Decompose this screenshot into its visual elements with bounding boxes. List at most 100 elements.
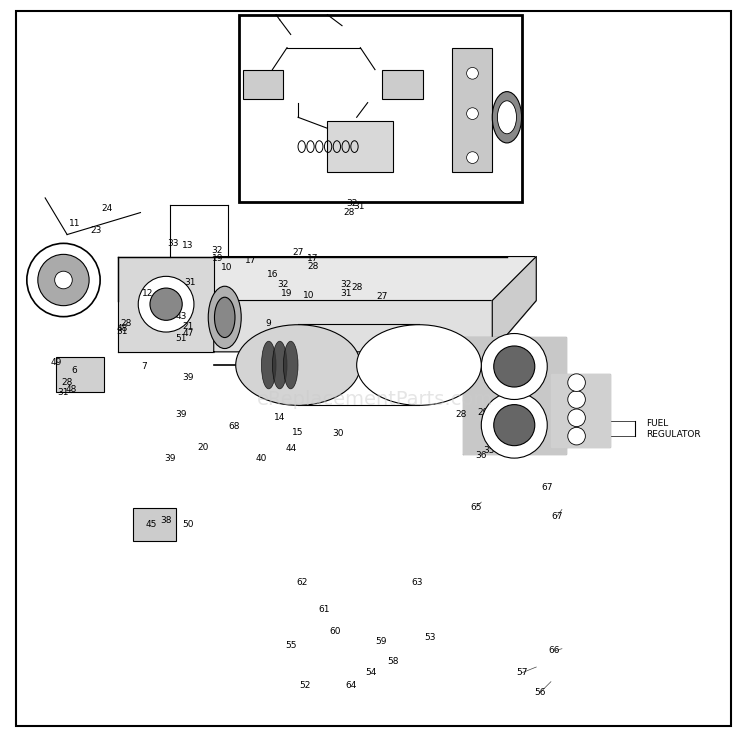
Text: 24: 24 (102, 205, 113, 213)
Text: eReplacementParts.com: eReplacementParts.com (256, 390, 494, 409)
Text: 27: 27 (376, 292, 388, 301)
Text: 25: 25 (410, 368, 421, 377)
Polygon shape (492, 257, 536, 352)
Text: 32: 32 (346, 199, 357, 208)
Circle shape (138, 276, 194, 332)
Text: 48: 48 (65, 386, 76, 394)
Text: 53: 53 (424, 633, 436, 642)
Text: 7: 7 (141, 362, 147, 371)
Bar (327, 121, 393, 172)
Circle shape (466, 67, 478, 79)
Text: 30: 30 (332, 430, 344, 438)
Bar (243, 70, 284, 99)
Circle shape (55, 271, 72, 289)
Text: 40: 40 (256, 454, 267, 463)
Ellipse shape (497, 101, 517, 133)
Text: 29: 29 (478, 408, 489, 417)
Ellipse shape (357, 325, 482, 405)
Text: 47: 47 (182, 329, 194, 338)
Text: 48: 48 (116, 324, 128, 333)
Text: 28: 28 (307, 262, 319, 271)
Polygon shape (214, 301, 536, 352)
Text: 17: 17 (307, 254, 319, 262)
Text: 36: 36 (512, 437, 523, 446)
Text: 16: 16 (267, 270, 278, 279)
Text: 41: 41 (524, 421, 535, 430)
Circle shape (568, 391, 585, 408)
Circle shape (27, 243, 100, 317)
Text: 36: 36 (476, 452, 487, 460)
Text: 15: 15 (292, 428, 304, 437)
Text: 31: 31 (340, 289, 352, 298)
Circle shape (568, 374, 585, 391)
Text: 13: 13 (182, 241, 194, 250)
Text: 57: 57 (516, 668, 527, 677)
Text: 32: 32 (278, 280, 289, 289)
Text: 2: 2 (368, 364, 374, 372)
Text: 41: 41 (505, 439, 516, 448)
Text: 67: 67 (542, 483, 553, 492)
Circle shape (568, 409, 585, 427)
Text: 43: 43 (175, 312, 187, 321)
Text: 49: 49 (50, 358, 62, 367)
Circle shape (482, 334, 548, 399)
Text: 27: 27 (292, 248, 304, 257)
Text: 58: 58 (388, 657, 399, 666)
Text: 62: 62 (296, 578, 307, 587)
Text: 44: 44 (285, 444, 296, 453)
Text: 28: 28 (120, 320, 131, 328)
Circle shape (494, 405, 535, 446)
Bar (133, 508, 176, 541)
Text: 39: 39 (182, 373, 194, 382)
Text: 55: 55 (285, 641, 296, 649)
Text: 19: 19 (281, 289, 292, 298)
Circle shape (466, 152, 478, 163)
Text: 31: 31 (58, 388, 69, 397)
Text: 68: 68 (229, 422, 240, 431)
Text: 14: 14 (274, 413, 286, 422)
Text: 36: 36 (529, 424, 541, 433)
Text: 50: 50 (182, 520, 194, 528)
Polygon shape (551, 374, 610, 447)
Text: 61: 61 (318, 605, 329, 614)
Text: 35: 35 (483, 446, 494, 455)
Circle shape (150, 288, 182, 320)
Bar (239, 15, 521, 202)
Text: 29: 29 (448, 371, 460, 380)
Text: 63: 63 (412, 578, 423, 587)
Text: 31: 31 (116, 327, 128, 336)
Text: 22: 22 (326, 377, 337, 386)
Polygon shape (118, 257, 214, 352)
Text: 45: 45 (146, 520, 157, 528)
Text: 32: 32 (340, 280, 351, 289)
Ellipse shape (262, 342, 276, 388)
Circle shape (494, 346, 535, 387)
Text: 3: 3 (280, 347, 286, 356)
Polygon shape (463, 337, 566, 454)
Text: 67: 67 (551, 512, 562, 521)
Circle shape (466, 108, 478, 119)
Text: 18: 18 (435, 373, 447, 382)
Text: 28: 28 (344, 208, 355, 217)
Text: 28: 28 (62, 378, 73, 387)
Text: 28: 28 (351, 283, 362, 292)
Text: 1: 1 (420, 388, 425, 397)
Text: 42: 42 (512, 430, 523, 438)
Text: 35: 35 (524, 430, 535, 438)
Text: 60: 60 (329, 627, 340, 636)
Text: 39: 39 (164, 454, 176, 463)
Ellipse shape (209, 286, 242, 349)
Text: 33: 33 (168, 239, 179, 248)
Text: 56: 56 (534, 688, 546, 697)
Circle shape (38, 254, 89, 306)
Polygon shape (170, 257, 536, 301)
Text: 52: 52 (300, 681, 311, 690)
Text: 20: 20 (197, 443, 208, 452)
Text: 21: 21 (182, 322, 194, 331)
Text: 64: 64 (346, 681, 357, 690)
Text: 38: 38 (160, 516, 172, 525)
Text: 6: 6 (71, 366, 77, 375)
Text: 51: 51 (175, 334, 187, 343)
Text: 10: 10 (303, 291, 315, 300)
Text: 26: 26 (417, 378, 428, 387)
